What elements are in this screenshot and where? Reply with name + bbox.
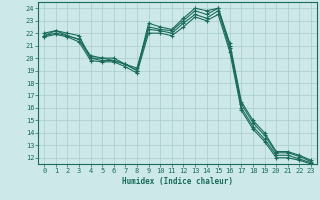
X-axis label: Humidex (Indice chaleur): Humidex (Indice chaleur) bbox=[122, 177, 233, 186]
